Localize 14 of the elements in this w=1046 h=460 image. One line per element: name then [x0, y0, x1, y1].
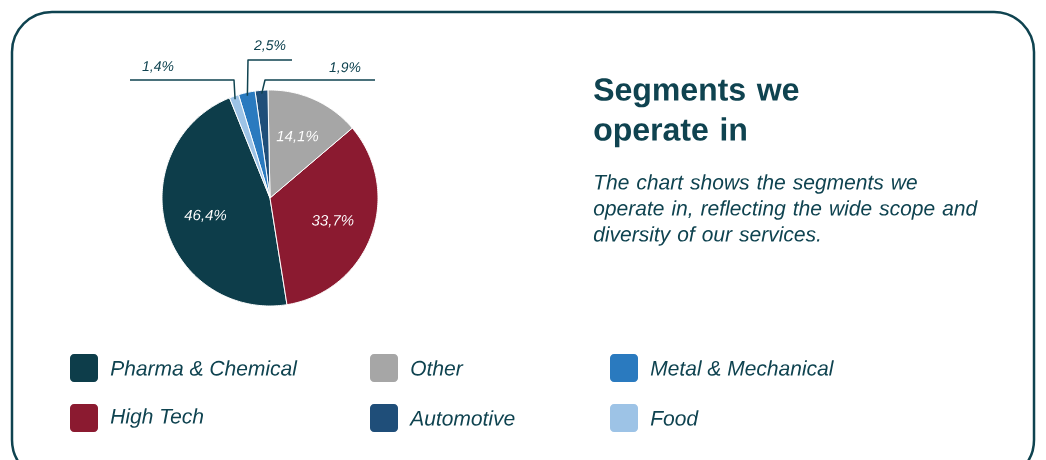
data-label: 1,4%: [142, 61, 174, 73]
data-label: 46,4%: [184, 209, 227, 223]
legend-label: High Tech: [110, 408, 204, 428]
legend-label: Food: [650, 410, 699, 426]
data-label: 2,5%: [253, 40, 286, 52]
legend-label: Metal & Mechanical: [650, 360, 834, 376]
text: The chart shows the segments we operate in, reflecting the wide scope and diversity of our services.: [593, 174, 978, 246]
legend-label: Other: [411, 360, 464, 376]
legend-label: Automotive: [409, 410, 515, 426]
data-label: 1,9%: [329, 62, 361, 74]
legend-label: Pharma & Chemical: [110, 360, 298, 376]
data-label: 33,7%: [311, 215, 354, 228]
data-label: 14,1%: [276, 130, 319, 144]
text: Segments we operate in: [594, 78, 799, 148]
